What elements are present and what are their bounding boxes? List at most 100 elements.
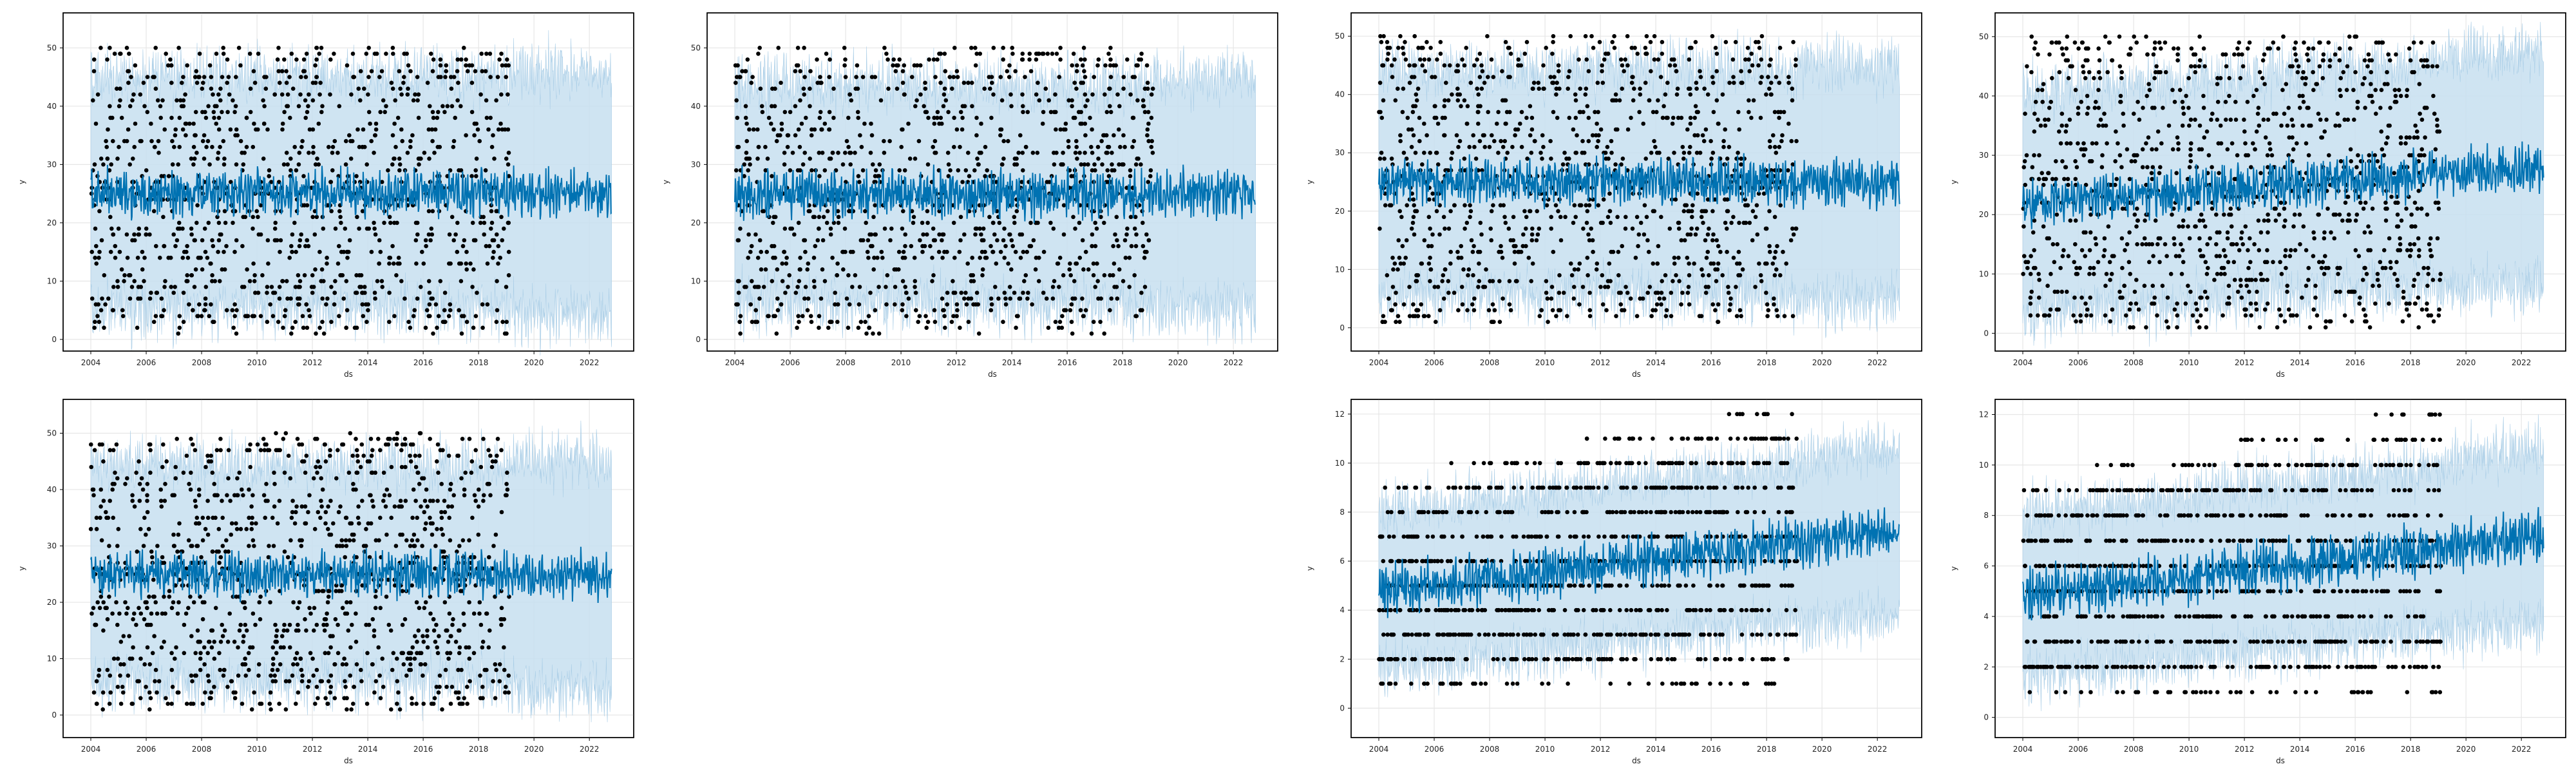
data-point — [2348, 147, 2353, 152]
data-point — [1419, 261, 1425, 266]
data-point — [864, 220, 868, 225]
x-tick-label: 2008 — [192, 358, 212, 367]
data-point — [317, 52, 322, 56]
data-point — [1078, 121, 1083, 126]
data-point — [1093, 220, 1097, 225]
data-point — [91, 493, 96, 498]
y-tick-label: 20 — [691, 218, 701, 227]
data-point — [1146, 138, 1151, 144]
data-point — [757, 296, 762, 301]
data-point — [2120, 206, 2125, 211]
data-point — [1434, 115, 1439, 120]
data-point — [2284, 265, 2288, 271]
data-point — [333, 279, 337, 283]
data-point — [2261, 117, 2266, 122]
data-point — [1123, 255, 1128, 260]
data-point — [2163, 70, 2168, 75]
data-point — [1740, 267, 1745, 272]
data-point — [345, 249, 350, 254]
data-point — [333, 226, 338, 231]
data-point — [907, 157, 913, 161]
data-point — [146, 527, 151, 531]
data-point — [984, 255, 989, 260]
data-point — [1002, 291, 1007, 295]
data-point — [2374, 40, 2379, 45]
data-point — [445, 104, 450, 109]
data-point — [1727, 144, 1732, 149]
data-point — [1705, 197, 1710, 202]
data-point — [397, 157, 402, 161]
data-point — [2421, 64, 2426, 69]
data-point — [369, 453, 374, 458]
data-point — [1430, 75, 1434, 79]
data-point — [189, 544, 194, 548]
data-point — [1714, 98, 1719, 103]
data-point — [2388, 260, 2393, 265]
data-point — [195, 203, 200, 208]
data-point — [1537, 86, 1541, 91]
data-point — [1502, 138, 1507, 144]
data-point — [415, 232, 420, 237]
data-point — [88, 527, 93, 531]
data-point — [218, 86, 223, 91]
y-axis-title: y — [17, 180, 26, 184]
data-point — [311, 150, 316, 155]
data-point — [2073, 182, 2078, 187]
data-point — [1731, 255, 1736, 260]
data-point — [149, 549, 154, 554]
data-point — [1605, 279, 1611, 283]
data-point — [811, 215, 816, 220]
data-point — [835, 320, 840, 325]
data-point — [897, 168, 902, 173]
data-point — [1687, 57, 1692, 62]
data-point — [2306, 153, 2311, 158]
data-point — [2265, 260, 2269, 265]
data-point — [1073, 226, 1077, 231]
data-point — [303, 75, 308, 79]
data-point — [296, 273, 301, 278]
data-point — [272, 291, 278, 295]
data-point — [2278, 313, 2283, 318]
data-point — [189, 273, 194, 278]
data-point — [1426, 243, 1431, 249]
data-point — [2088, 313, 2094, 318]
data-point — [2393, 93, 2398, 99]
data-point — [1457, 138, 1463, 144]
data-point — [366, 75, 371, 79]
data-point — [1121, 86, 1126, 91]
data-point — [2226, 283, 2231, 289]
data-point — [1407, 285, 1412, 289]
data-point — [1794, 226, 1799, 231]
data-point — [797, 144, 802, 149]
forecast-line — [90, 164, 612, 221]
data-point — [116, 527, 121, 531]
data-point — [132, 279, 137, 283]
data-point — [115, 86, 119, 91]
data-point — [980, 267, 985, 272]
data-point — [1027, 52, 1032, 56]
data-point — [1489, 238, 1493, 243]
data-point — [1638, 220, 1643, 225]
data-point — [316, 162, 321, 167]
data-point — [1072, 279, 1077, 283]
data-point — [296, 690, 301, 695]
data-point — [2383, 265, 2388, 271]
data-point — [1645, 291, 1650, 295]
data-point — [2349, 319, 2354, 324]
data-point — [182, 249, 187, 254]
data-point — [2429, 236, 2433, 241]
data-point — [1643, 157, 1648, 161]
data-point — [1425, 133, 1429, 138]
data-point — [828, 57, 832, 62]
data-point — [1108, 273, 1112, 278]
data-point — [426, 209, 431, 214]
data-point — [1028, 220, 1033, 225]
data-point — [893, 285, 898, 289]
data-point — [1104, 133, 1109, 138]
data-point — [298, 656, 303, 661]
data-point — [115, 157, 120, 161]
data-point — [1506, 75, 1511, 79]
data-point — [387, 261, 392, 266]
data-point — [1694, 86, 1699, 91]
x-tick-label: 2012 — [2235, 358, 2255, 367]
